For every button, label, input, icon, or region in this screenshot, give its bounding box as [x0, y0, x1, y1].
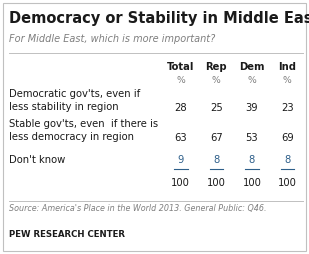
- Text: 100: 100: [242, 178, 261, 188]
- Text: 28: 28: [175, 103, 187, 113]
- Text: 8: 8: [249, 155, 255, 165]
- Text: 23: 23: [281, 103, 294, 113]
- Text: %: %: [283, 76, 292, 85]
- Text: 67: 67: [210, 133, 223, 143]
- Text: 9: 9: [178, 155, 184, 165]
- Text: %: %: [212, 76, 221, 85]
- Text: 8: 8: [284, 155, 290, 165]
- Text: 53: 53: [246, 133, 258, 143]
- Text: Total: Total: [167, 62, 194, 72]
- Text: Source: America's Place in the World 2013. General Public: Q46.: Source: America's Place in the World 201…: [9, 204, 267, 213]
- Text: Democracy or Stability in Middle East?: Democracy or Stability in Middle East?: [9, 11, 309, 26]
- Text: 100: 100: [171, 178, 190, 188]
- Text: Democratic gov'ts, even if
less stability in region: Democratic gov'ts, even if less stabilit…: [9, 89, 141, 112]
- Text: 39: 39: [246, 103, 258, 113]
- Text: 100: 100: [207, 178, 226, 188]
- Text: 63: 63: [175, 133, 187, 143]
- Text: For Middle East, which is more important?: For Middle East, which is more important…: [9, 34, 215, 44]
- Text: PEW RESEARCH CENTER: PEW RESEARCH CENTER: [9, 230, 125, 239]
- Text: 100: 100: [278, 178, 297, 188]
- Text: 8: 8: [213, 155, 219, 165]
- Text: Rep: Rep: [205, 62, 227, 72]
- Text: Don't know: Don't know: [9, 155, 66, 165]
- Text: 69: 69: [281, 133, 294, 143]
- Text: Ind: Ind: [278, 62, 296, 72]
- Text: %: %: [176, 76, 185, 85]
- Text: 25: 25: [210, 103, 223, 113]
- Text: Stable gov'ts, even  if there is
less democracy in region: Stable gov'ts, even if there is less dem…: [9, 119, 159, 142]
- Text: Dem: Dem: [239, 62, 265, 72]
- Text: %: %: [248, 76, 256, 85]
